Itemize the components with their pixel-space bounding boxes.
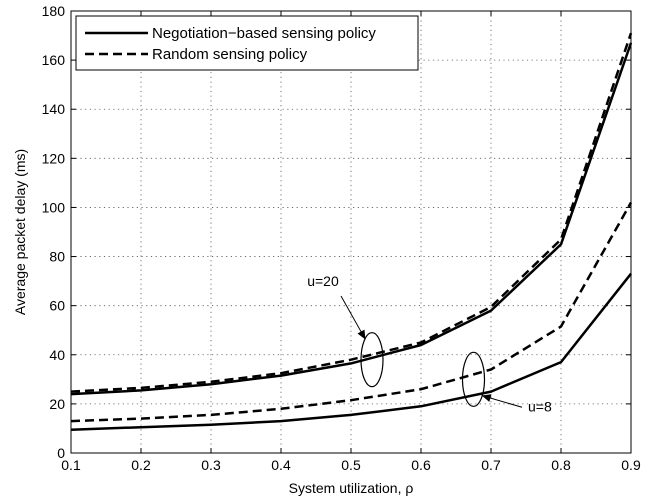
y-axis-label: Average packet delay (ms) [12, 149, 28, 315]
series-line-negotiation-u8 [70, 272, 632, 431]
axis-ticks: 0.1 0.2 0.3 0.4 0.5 0.6 0.7 0.8 0.9 0 20 40 60 80 100 1… [42, 3, 641, 473]
x-tick-label: 0.9 [621, 457, 641, 473]
y-tick-label: 160 [42, 52, 66, 68]
annotations: u=20 u=8 [307, 273, 552, 414]
annotation-arrowhead [481, 394, 492, 402]
x-tick-label: 0.5 [341, 457, 361, 473]
x-tick-label: 0.8 [551, 457, 571, 473]
annotation-label: u=8 [528, 398, 552, 414]
x-tick-label: 0.4 [271, 457, 291, 473]
series-line-random-u20 [70, 32, 633, 393]
y-tick-label: 60 [49, 298, 65, 314]
legend-label-random: Random sensing policy [152, 46, 308, 63]
x-tick-label: 0.3 [201, 457, 221, 473]
y-tick-label: 100 [42, 199, 66, 215]
series-line-random-u8 [70, 201, 633, 423]
x-tick-label: 0.6 [411, 457, 431, 473]
y-tick-label: 20 [49, 396, 65, 412]
y-tick-label: 180 [42, 3, 66, 19]
annotation-ellipse [461, 351, 486, 407]
series-lines [70, 32, 633, 431]
y-tick-label: 0 [57, 445, 65, 461]
x-tick-label: 0.1 [61, 457, 81, 473]
legend: Negotiation−based sensing policy Random … [75, 15, 419, 71]
x-tick-label: 0.7 [481, 457, 501, 473]
series-line-negotiation-u20 [70, 42, 633, 396]
y-tick-label: 80 [49, 249, 65, 265]
x-axis-label: System utilization, ρ [289, 480, 414, 496]
annotation-label: u=20 [307, 273, 339, 289]
grid [71, 11, 631, 453]
annotation-arrowhead [357, 329, 366, 340]
annotation-ellipse [360, 332, 384, 388]
y-tick-label: 120 [42, 150, 66, 166]
y-tick-label: 40 [49, 347, 65, 363]
legend-box [75, 15, 419, 71]
y-tick-label: 140 [42, 101, 66, 117]
legend-label-negotiation: Negotiation−based sensing policy [152, 25, 376, 42]
x-tick-label: 0.2 [131, 457, 151, 473]
